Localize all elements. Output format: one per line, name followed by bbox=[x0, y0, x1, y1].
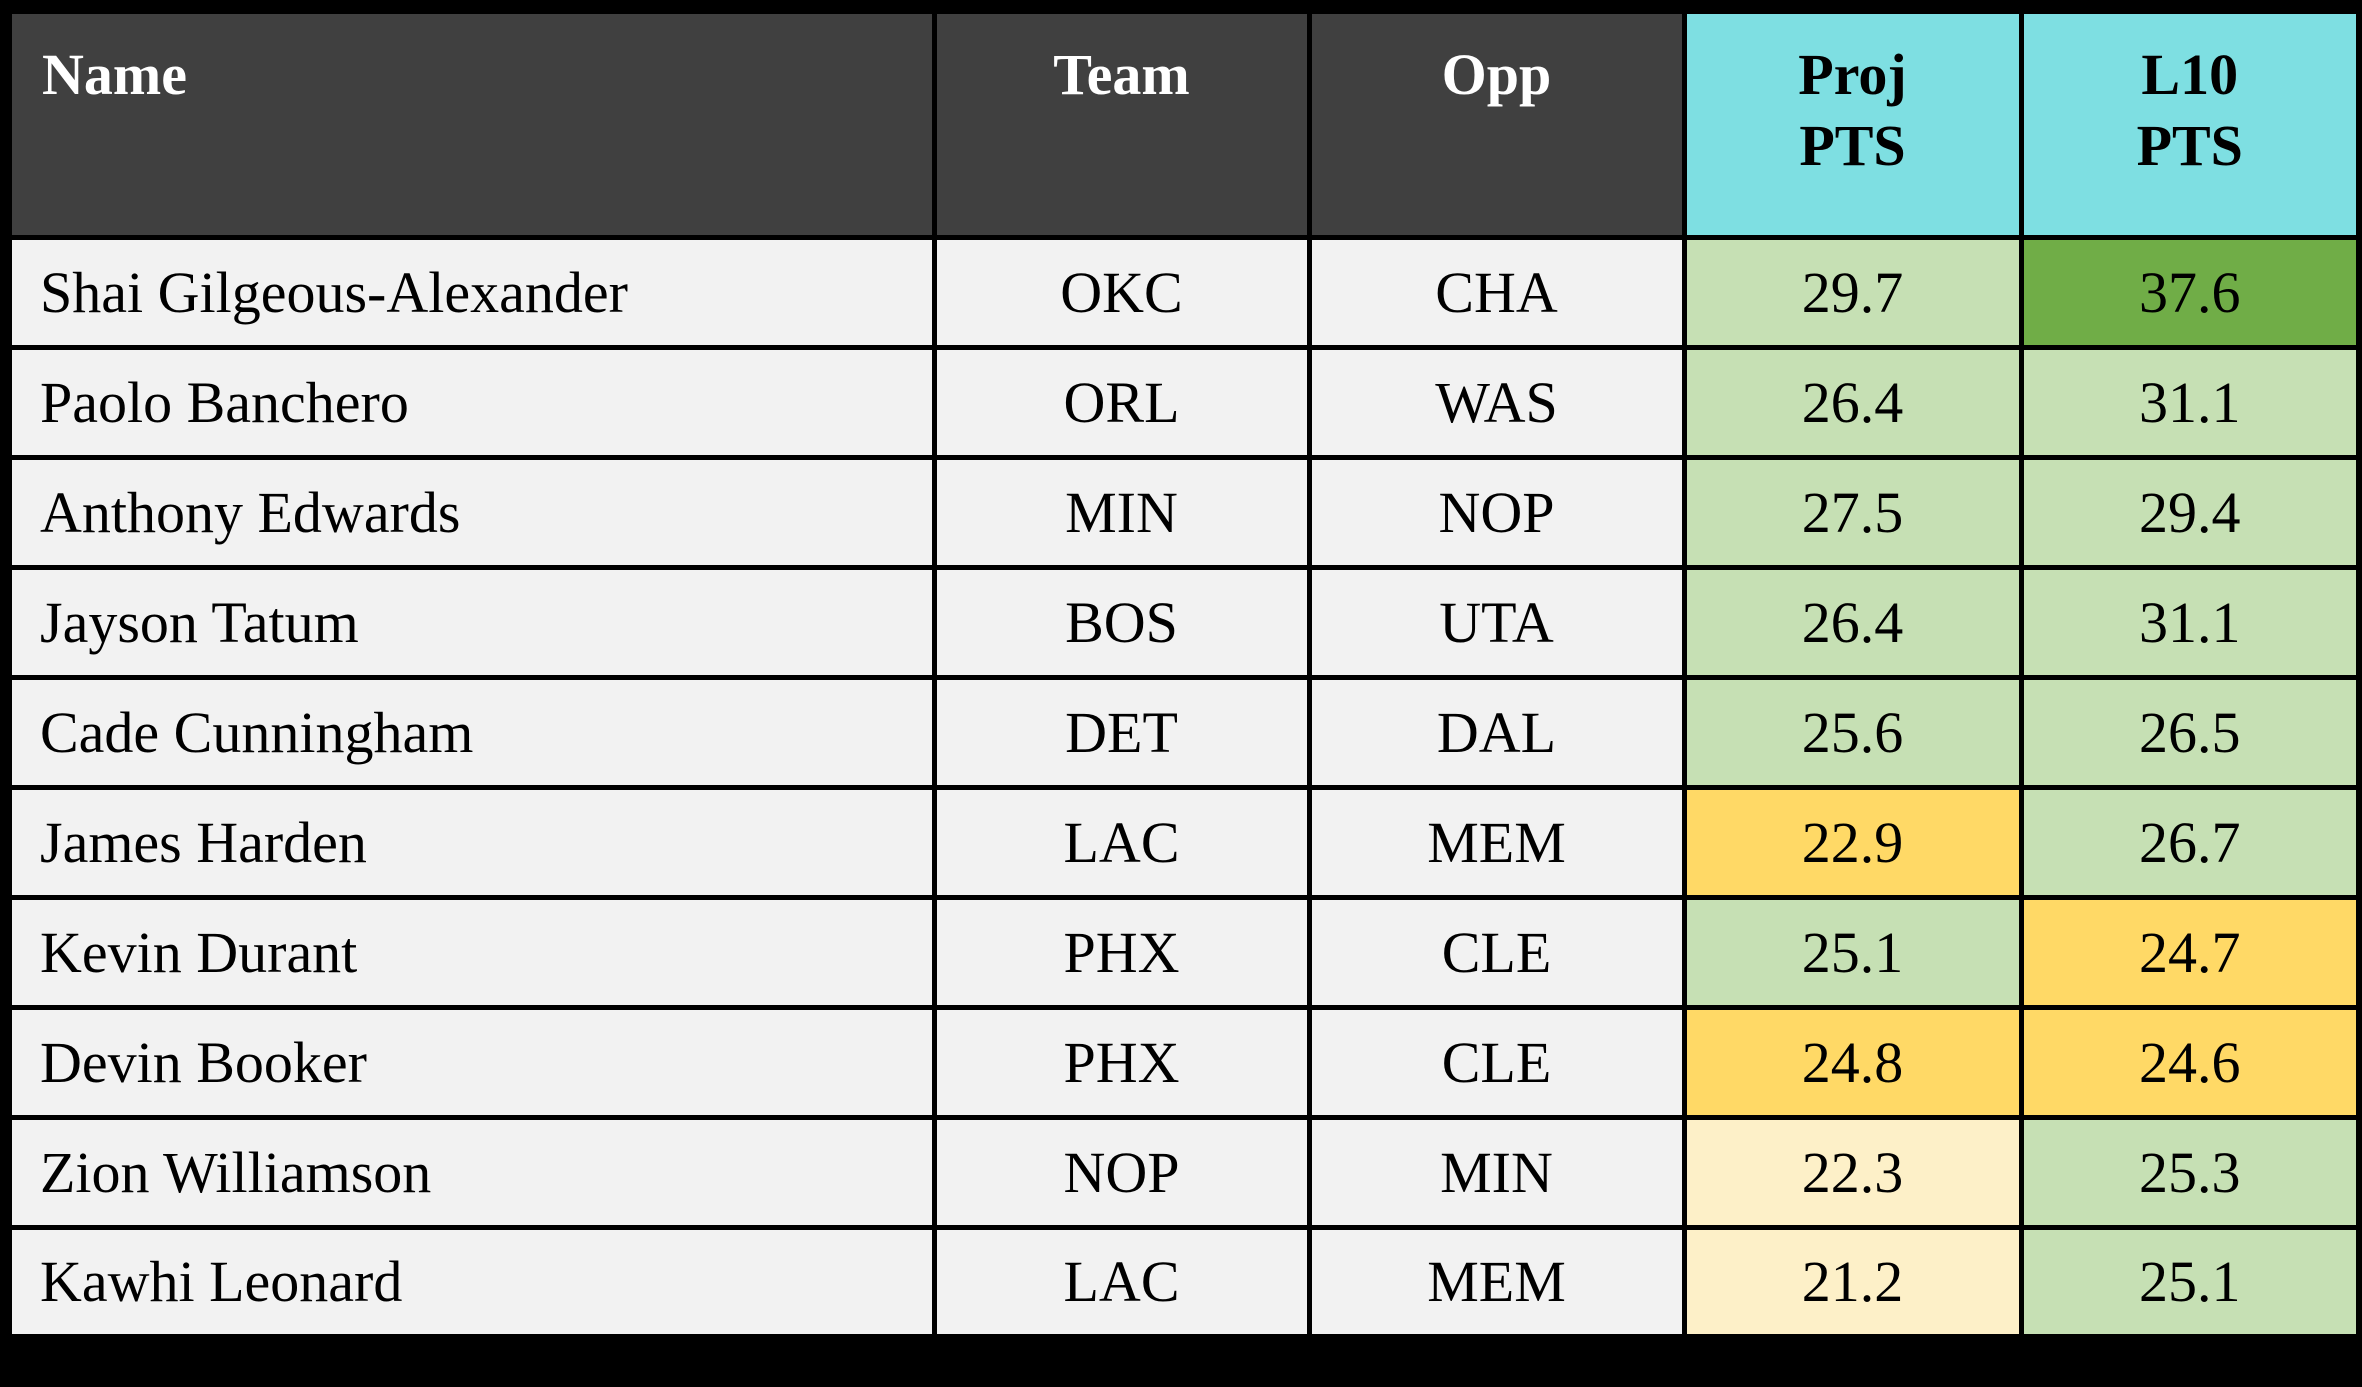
proj-pts-cell: 22.3 bbox=[1681, 1114, 2024, 1230]
l10-pts-cell: 31.1 bbox=[2018, 564, 2362, 680]
column-header-l10-line2: PTS bbox=[2136, 112, 2243, 178]
proj-pts-cell: 25.6 bbox=[1681, 674, 2024, 790]
team-cell: LAC bbox=[931, 784, 1312, 900]
l10-pts-cell: 26.7 bbox=[2018, 784, 2362, 900]
proj-pts-cell: 21.2 bbox=[1681, 1224, 2024, 1340]
l10-pts-cell: 26.5 bbox=[2018, 674, 2362, 790]
l10-pts-cell: 37.6 bbox=[2018, 234, 2362, 350]
opp-cell: MEM bbox=[1306, 784, 1687, 900]
opp-cell: WAS bbox=[1306, 344, 1687, 460]
column-header-l10-line1: L10 bbox=[2141, 42, 2239, 107]
team-cell: NOP bbox=[931, 1114, 1312, 1230]
proj-pts-cell: 27.5 bbox=[1681, 454, 2024, 570]
opp-cell: MIN bbox=[1306, 1114, 1687, 1230]
opp-cell: NOP bbox=[1306, 454, 1687, 570]
team-cell: LAC bbox=[931, 1224, 1312, 1340]
team-cell: OKC bbox=[931, 234, 1312, 350]
column-header-proj-line2: PTS bbox=[1799, 112, 1906, 178]
proj-pts-cell: 24.8 bbox=[1681, 1004, 2024, 1120]
table-row: Anthony Edwards MIN NOP 27.5 29.4 bbox=[6, 454, 2362, 570]
table-row: Zion Williamson NOP MIN 22.3 25.3 bbox=[6, 1114, 2362, 1230]
table-row: Cade Cunningham DET DAL 25.6 26.5 bbox=[6, 674, 2362, 790]
l10-pts-cell: 29.4 bbox=[2018, 454, 2362, 570]
table-row: Shai Gilgeous-Alexander OKC CHA 29.7 37.… bbox=[6, 234, 2362, 350]
column-header-proj-pts: Proj PTS bbox=[1681, 8, 2024, 240]
proj-pts-cell: 26.4 bbox=[1681, 564, 2024, 680]
opp-cell: DAL bbox=[1306, 674, 1687, 790]
player-name-cell: Kawhi Leonard bbox=[6, 1224, 937, 1340]
column-header-l10-pts: L10 PTS bbox=[2018, 8, 2362, 240]
team-cell: ORL bbox=[931, 344, 1312, 460]
table-row: Paolo Banchero ORL WAS 26.4 31.1 bbox=[6, 344, 2362, 460]
column-header-opp: Opp bbox=[1306, 8, 1687, 240]
proj-pts-cell: 29.7 bbox=[1681, 234, 2024, 350]
team-cell: PHX bbox=[931, 1004, 1312, 1120]
player-name-cell: Kevin Durant bbox=[6, 894, 937, 1010]
l10-pts-cell: 25.3 bbox=[2018, 1114, 2362, 1230]
header-row: Name Team Opp Proj PTS L10 PTS bbox=[6, 8, 2362, 240]
table-row: Kevin Durant PHX CLE 25.1 24.7 bbox=[6, 894, 2362, 1010]
player-name-cell: Shai Gilgeous-Alexander bbox=[6, 234, 937, 350]
l10-pts-cell: 25.1 bbox=[2018, 1224, 2362, 1340]
l10-pts-cell: 24.6 bbox=[2018, 1004, 2362, 1120]
player-name-cell: Zion Williamson bbox=[6, 1114, 937, 1230]
player-name-cell: Devin Booker bbox=[6, 1004, 937, 1120]
table-row: Devin Booker PHX CLE 24.8 24.6 bbox=[6, 1004, 2362, 1120]
team-cell: BOS bbox=[931, 564, 1312, 680]
player-name-cell: Anthony Edwards bbox=[6, 454, 937, 570]
player-name-cell: Paolo Banchero bbox=[6, 344, 937, 460]
column-header-proj-line1: Proj bbox=[1798, 42, 1907, 107]
player-name-cell: Cade Cunningham bbox=[6, 674, 937, 790]
l10-pts-cell: 31.1 bbox=[2018, 344, 2362, 460]
opp-cell: MEM bbox=[1306, 1224, 1687, 1340]
player-name-cell: Jayson Tatum bbox=[6, 564, 937, 680]
table-row: Jayson Tatum BOS UTA 26.4 31.1 bbox=[6, 564, 2362, 680]
team-cell: DET bbox=[931, 674, 1312, 790]
table-row: James Harden LAC MEM 22.9 26.7 bbox=[6, 784, 2362, 900]
column-header-name: Name bbox=[6, 8, 937, 240]
proj-pts-cell: 25.1 bbox=[1681, 894, 2024, 1010]
player-name-cell: James Harden bbox=[6, 784, 937, 900]
opp-cell: CLE bbox=[1306, 894, 1687, 1010]
team-cell: MIN bbox=[931, 454, 1312, 570]
column-header-team: Team bbox=[931, 8, 1312, 240]
opp-cell: CHA bbox=[1306, 234, 1687, 350]
proj-pts-cell: 22.9 bbox=[1681, 784, 2024, 900]
table-row: Kawhi Leonard LAC MEM 21.2 25.1 bbox=[6, 1224, 2362, 1340]
team-cell: PHX bbox=[931, 894, 1312, 1010]
player-points-table: Name Team Opp Proj PTS L10 PTS Shai Gilg… bbox=[6, 8, 2362, 1340]
opp-cell: CLE bbox=[1306, 1004, 1687, 1120]
player-points-table-container: Name Team Opp Proj PTS L10 PTS Shai Gilg… bbox=[6, 8, 2362, 1340]
proj-pts-cell: 26.4 bbox=[1681, 344, 2024, 460]
opp-cell: UTA bbox=[1306, 564, 1687, 680]
l10-pts-cell: 24.7 bbox=[2018, 894, 2362, 1010]
